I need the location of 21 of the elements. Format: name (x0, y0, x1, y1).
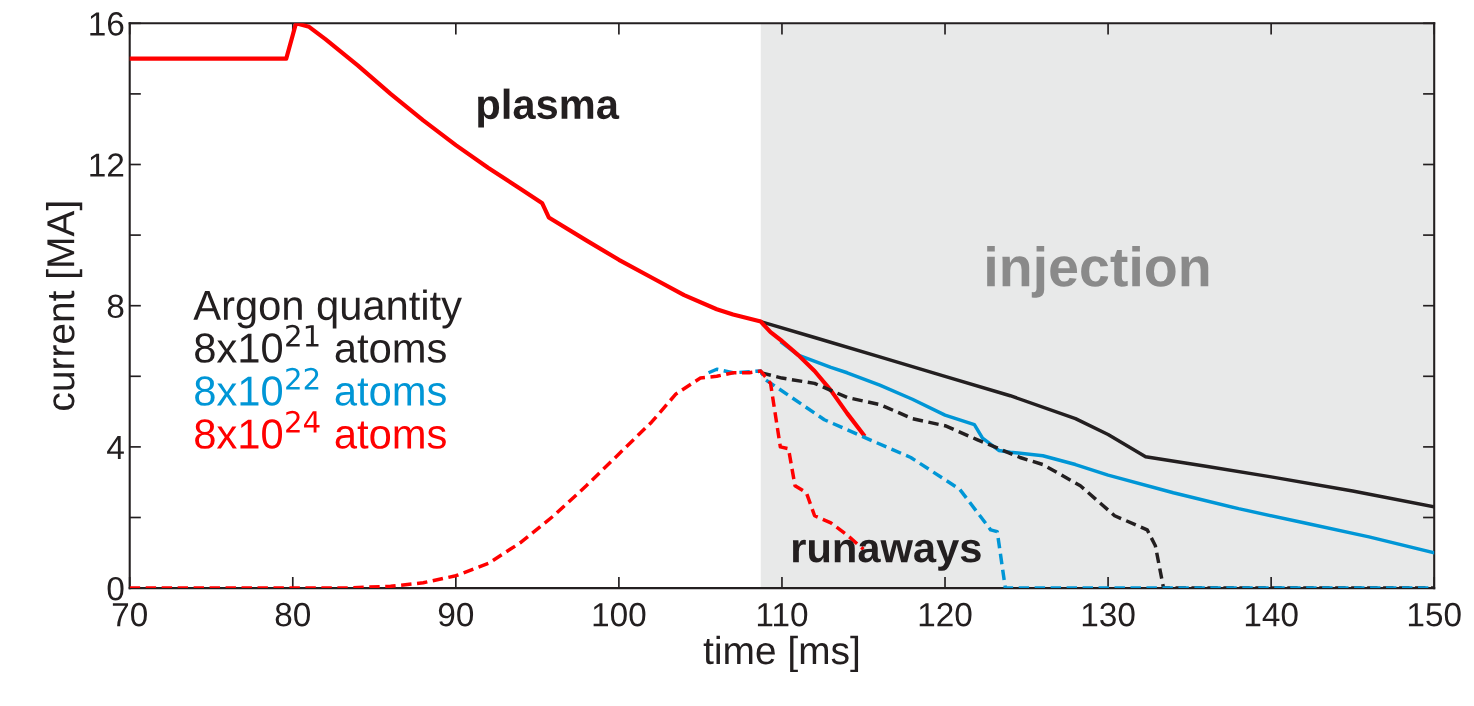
annotation: plasma (478, 88, 620, 128)
y-tick-label: 16 (90, 12, 124, 36)
band-label: injection (987, 245, 1209, 298)
y-tick-label: 4 (107, 436, 124, 459)
text: 8x10$^{24}$ atoms (195, 410, 446, 449)
x-tick-label: 150 (1408, 602, 1461, 627)
y-tick-label: 8 (107, 294, 124, 319)
x-tick-label: 120 (919, 602, 972, 627)
x-tick-label: 80 (275, 602, 311, 627)
x-tick-label: 70 (112, 602, 147, 627)
y-tick-label: 12 (90, 153, 124, 177)
annotation: runaways (792, 539, 981, 571)
x-tick-label: 130 (1082, 602, 1135, 627)
y-axis-title: current [MA] (45, 202, 83, 410)
text: 8x10$^{22}$ atoms (195, 367, 446, 406)
x-tick-label: 100 (593, 602, 646, 627)
y-tick-label: 0 (107, 576, 124, 601)
x-tick-label: 90 (438, 602, 474, 627)
x-tick-label: 110 (757, 602, 808, 627)
x-axis-title: time [ms] (703, 635, 859, 673)
x-tick-label: 140 (1245, 602, 1298, 627)
